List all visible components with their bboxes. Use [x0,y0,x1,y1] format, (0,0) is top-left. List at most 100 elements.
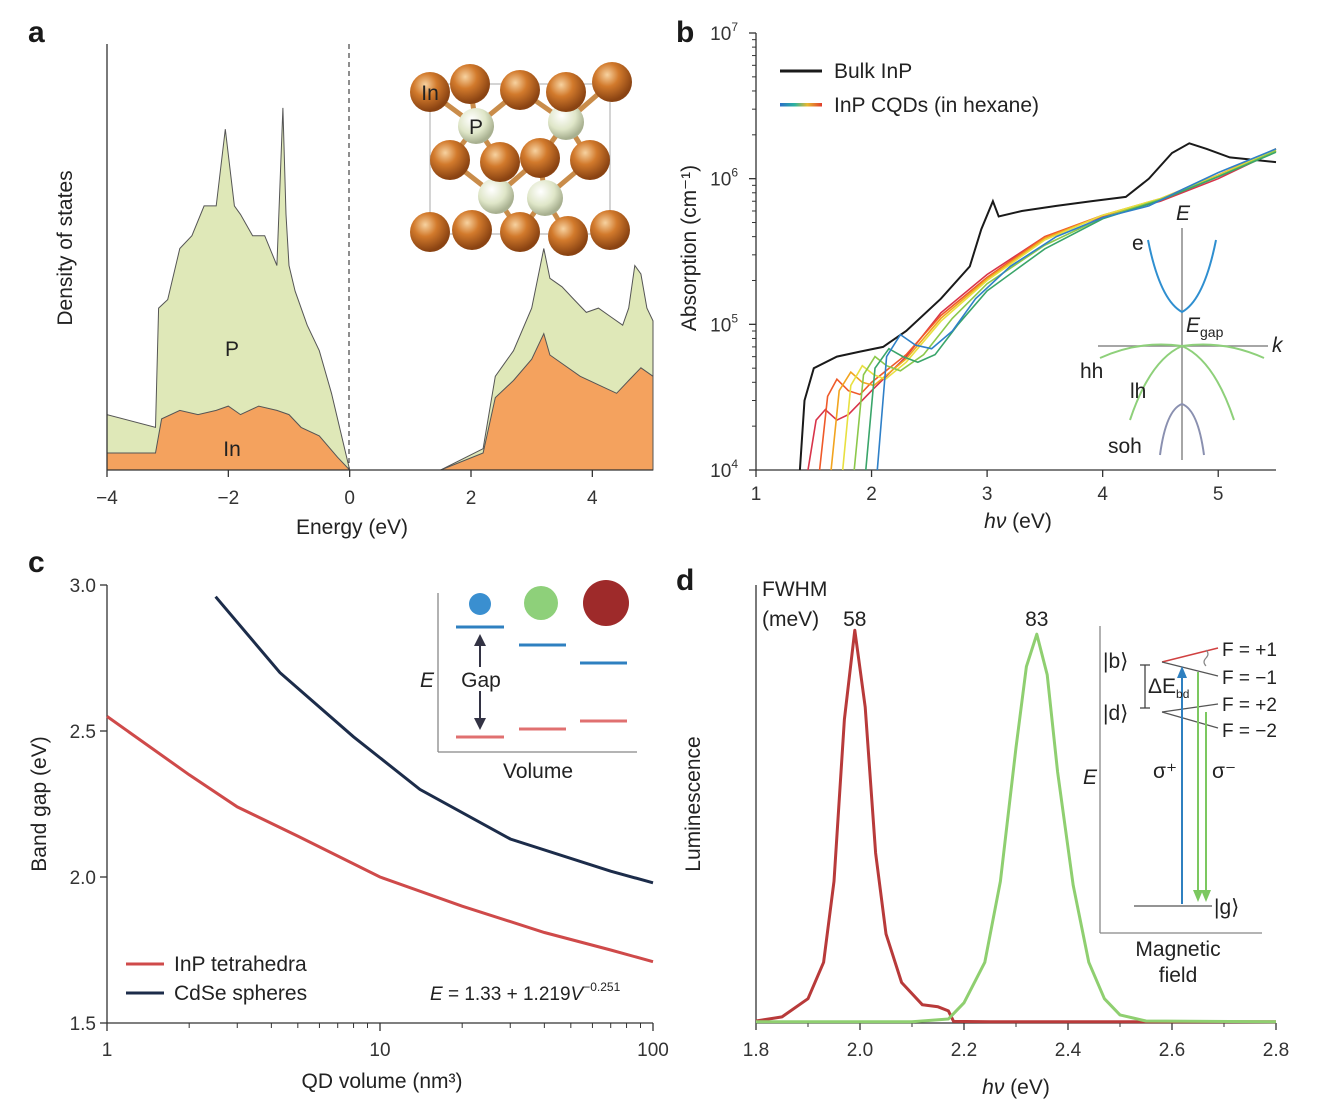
x-tick-label-d: 2.8 [1263,1040,1289,1061]
fine-structure-inset: |b⟩ |d⟩ |g⟩ E ΔEbd F = +1 F = −1 F = +2 … [1083,626,1277,987]
in-atom [546,72,586,112]
in-atom [500,212,540,252]
in-atom [520,138,560,178]
inset-d-mag1: Magnetic [1135,938,1220,961]
in-atom [480,142,520,182]
y-tick-label-b: 104 [710,457,738,482]
in-atom [452,210,492,250]
y-tick-label-b-base: 10 [710,170,731,191]
y-tick-label-b: 105 [710,311,738,336]
in-atom [592,62,632,102]
fit-equation: E = 1.33 + 1.219V−0.251 [430,980,621,1005]
inset-b-hh: hh [1080,360,1103,383]
in-atom [430,140,470,180]
y-tick-label-c: 1.5 [70,1014,96,1035]
split-off-band [1159,402,1205,456]
panel-d: d 1.8 2.0 2.2 2.4 2.6 2.8 58 83 hν (eV) Lumine… [676,564,1289,1099]
x-tick-label-c: 10 [369,1040,390,1061]
cqd-line-5 [853,150,1277,471]
x-tick-label-d: 2.4 [1055,1040,1082,1061]
inset-b-e: e [1132,232,1144,255]
luminescence-peak-0 [755,628,1276,1024]
x-tick-label-a: −2 [217,488,239,509]
dos-area-in-2 [106,405,351,471]
y-tick-label-b-exp: 6 [731,166,738,180]
y-ticks-c: 1.5 2.0 2.5 3.0 [70,576,107,1035]
fit-equation-body: = 1.33 + 1.219 [443,984,571,1005]
x-tick-label-d: 2.2 [951,1040,977,1061]
inset-d-F3: F = +2 [1222,695,1277,716]
panel-c: c 1.5 2.0 2.5 3.0 1 10 100 QD volume (nm³) Ba… [28,546,669,1093]
panel-letter-c: c [28,546,45,579]
y-tick-label-b-exp: 4 [731,457,738,471]
fwhm-unit: (meV) [762,608,819,631]
cqd-line-4 [841,148,1277,471]
gap-label-bg [455,667,507,691]
in-atom [450,64,490,104]
sigma-minus-arrow-2-head [1201,890,1211,902]
inset-d-dE: ΔEbd [1148,675,1189,701]
fwhm-label: FWHM [762,578,827,601]
gap-arrow-down [474,718,486,730]
crystal-label-p: P [469,116,483,139]
x-tick-label-a: 0 [344,488,355,509]
panel-a: a −4 −2 0 2 4 Energy (eV) Density of states … [28,16,654,539]
gap-vs-volume-inset: Gap E Volume [420,580,637,783]
level-F-plus1 [1161,647,1219,663]
x-tick-label-b: 1 [751,484,762,505]
panel-letter-d: d [676,564,694,597]
y-axis-label-d: Luminescence [682,736,705,871]
x-tick-label-c: 100 [637,1040,669,1061]
level-F-minus1 [1161,661,1219,677]
inset-d-dE-main: ΔE [1148,675,1176,698]
x-tick-label-d: 2.6 [1159,1040,1185,1061]
fit-equation-var: V [571,984,586,1005]
x-tick-label-a: −4 [96,488,118,509]
inset-c-E: E [420,669,435,692]
y-tick-label-b-exp: 5 [731,311,738,325]
inset-d-F4: F = −2 [1222,721,1277,742]
x-ticks-a: −4 −2 0 2 4 [96,470,598,509]
sigma-plus-arrow-head [1177,666,1187,678]
luminescence-lines [755,628,1277,1024]
p-atom [478,178,514,214]
label-in: In [223,438,241,461]
cqd-line-2 [818,148,1277,471]
gap-arrow-up [474,634,486,646]
dot-small [469,593,491,615]
x-tick-label-c: 1 [102,1040,113,1061]
inset-b-soh: soh [1108,435,1142,458]
x-axis-label-c: QD volume (nm³) [301,1070,462,1093]
inset-b-E: E [1176,202,1191,225]
peak-fwhm-value: 58 [843,608,866,631]
panel-letter-b: b [676,16,694,49]
inset-d-mag2: field [1159,964,1198,987]
x-tick-label-b: 2 [866,484,877,505]
inset-c-gap: Gap [461,669,501,692]
fit-equation-prefix: E [430,984,443,1005]
legend-swatch-cqd [780,103,822,107]
bandgap-lines [106,595,654,964]
inset-d-F2: F = −1 [1222,668,1277,689]
level-F-plus2 [1161,703,1219,713]
y-axis-label-b: Absorption (cm⁻¹) [678,165,701,331]
inset-b-egap: Egap [1186,314,1224,340]
dot-medium [524,586,558,620]
band-structure-inset: E e Egap k hh lh soh [1080,202,1284,460]
x-tick-label-d: 1.8 [743,1040,769,1061]
legend-label-cdse: CdSe spheres [174,982,307,1005]
x-ticks-b: 1 2 3 4 5 [751,470,1224,505]
x-tick-label-b: 5 [1213,484,1224,505]
legend-label-cqd: InP CQDs (in hexane) [834,94,1039,117]
dos-area-p-0 [106,107,351,471]
y-axis-label-a: Density of states [54,170,77,325]
x-axis-label-d-italic: hν [982,1076,1005,1099]
inset-b-egap-main: E [1186,314,1201,337]
peak-fwhm-value: 83 [1025,608,1048,631]
x-ticks-c: 1 10 100 [102,1023,669,1061]
fit-equation-exp: −0.251 [583,980,620,994]
inset-b-lh: lh [1130,380,1146,403]
y-tick-label-c: 2.0 [70,868,96,889]
dot-large [583,580,629,626]
